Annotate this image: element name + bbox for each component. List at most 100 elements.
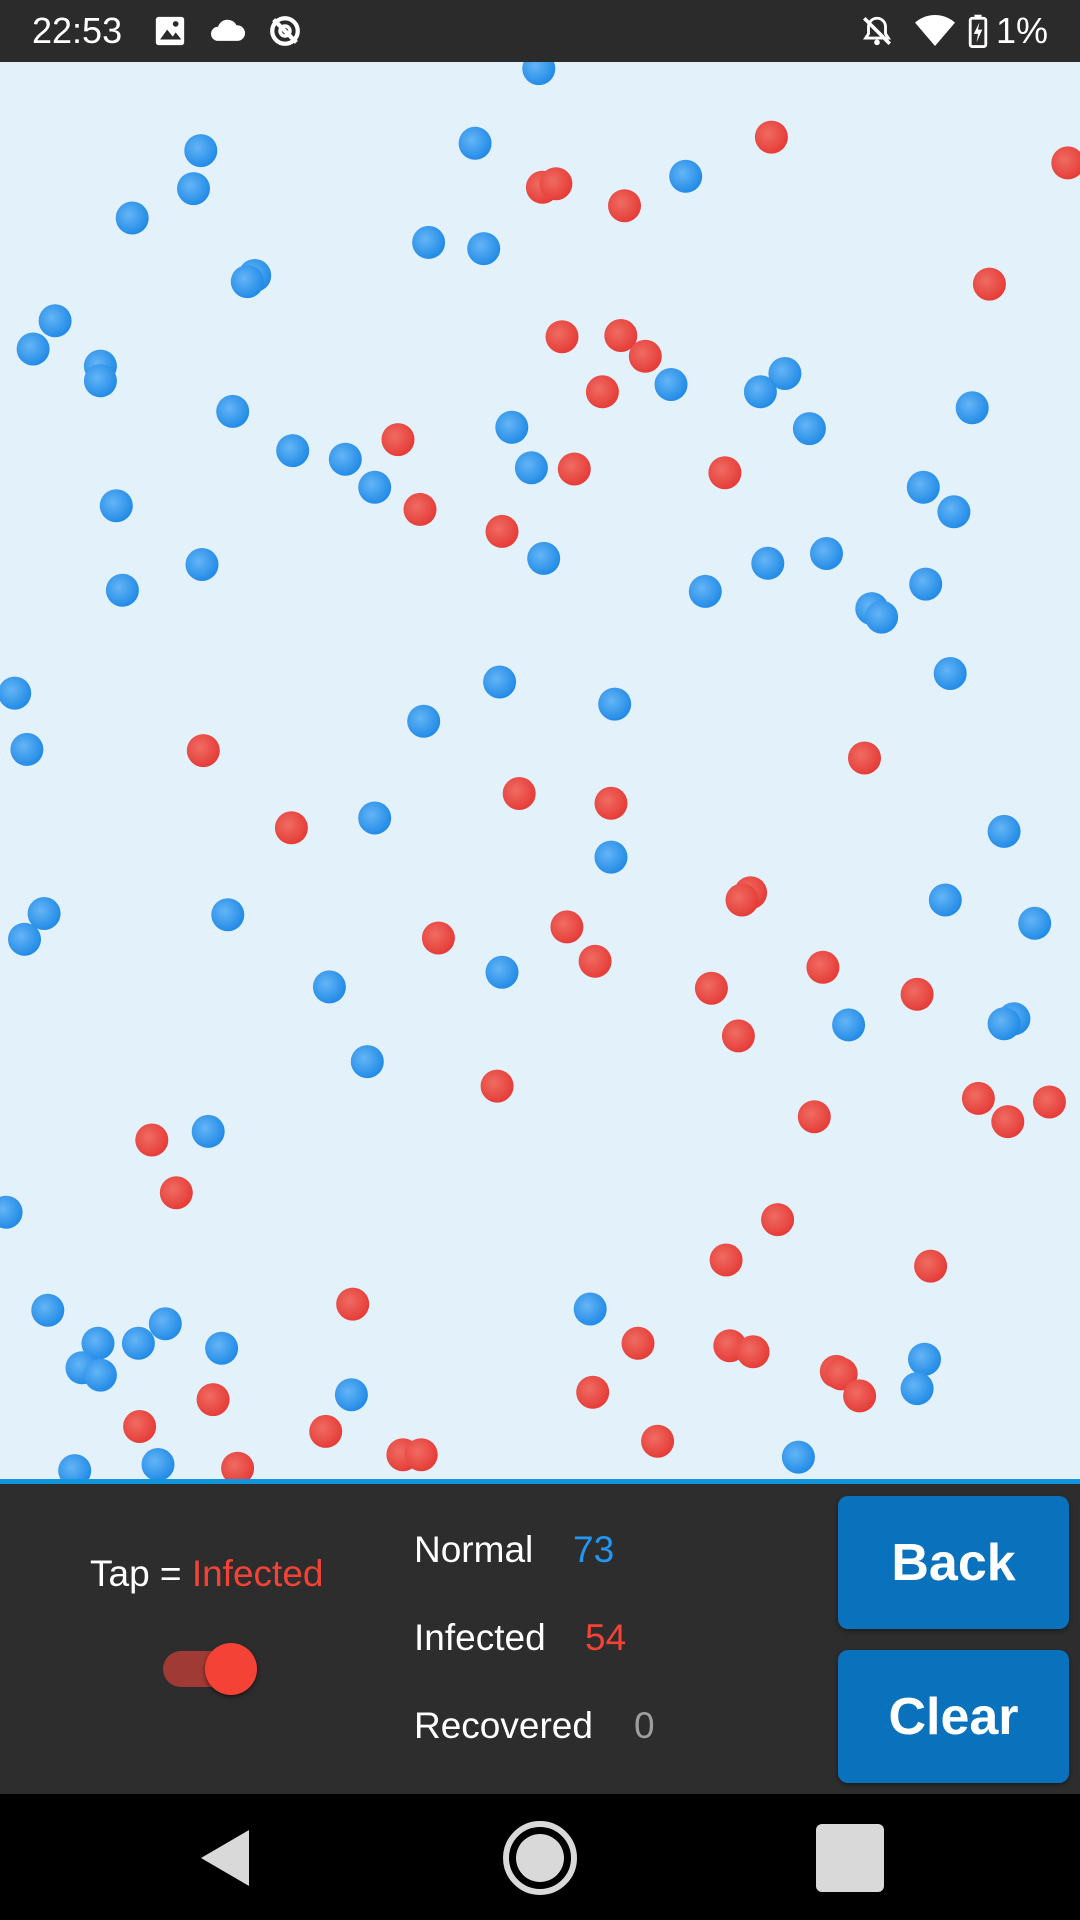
- particle-field[interactable]: [0, 62, 1080, 1480]
- infected-particle: [621, 1326, 655, 1360]
- normal-particle: [514, 451, 548, 485]
- navigation-bar: [0, 1794, 1080, 1920]
- normal-particle: [495, 410, 529, 444]
- wifi-icon: [915, 15, 955, 46]
- recovered-count: 0: [634, 1705, 655, 1746]
- back-nav-icon[interactable]: [185, 1818, 265, 1898]
- infected-particle: [545, 320, 579, 354]
- infected-particles: [123, 120, 1080, 1480]
- normal-particle: [906, 470, 940, 504]
- normal-particle: [312, 970, 346, 1004]
- normal-particle: [58, 1454, 92, 1480]
- normal-particle: [654, 368, 688, 401]
- infected-particle: [608, 189, 641, 223]
- infected-particle: [578, 944, 612, 978]
- tap-mode-value: Infected: [191, 1553, 324, 1594]
- infected-particle: [761, 1203, 795, 1237]
- tap-mode-toggle[interactable]: [163, 1634, 258, 1704]
- normal-particle: [928, 883, 962, 917]
- normal-particle: [522, 62, 556, 86]
- normal-particle: [688, 574, 722, 608]
- infected-particle: [961, 1081, 995, 1115]
- normal-particle: [987, 814, 1021, 848]
- infected-particle: [309, 1414, 343, 1448]
- infected-particle: [159, 1176, 193, 1210]
- infected-particle: [557, 452, 591, 486]
- normal-particle: [38, 304, 72, 338]
- normal-particle: [832, 1008, 866, 1042]
- normal-particle: [909, 567, 943, 601]
- normal-particle: [768, 357, 802, 390]
- normal-particle: [669, 159, 703, 193]
- normal-particle: [865, 600, 899, 634]
- normal-particle: [458, 126, 492, 160]
- infected-particle: [900, 977, 934, 1011]
- normal-particle: [467, 232, 501, 266]
- normal-particle: [594, 840, 628, 874]
- infected-particle: [848, 741, 881, 775]
- normal-particle: [148, 1307, 182, 1341]
- infected-particle: [123, 1410, 157, 1443]
- normal-particle: [328, 442, 362, 476]
- normal-particle: [0, 676, 32, 710]
- normal-particle: [598, 687, 632, 721]
- infected-particle: [641, 1424, 675, 1458]
- infected-particle: [736, 1335, 770, 1369]
- normal-particle: [743, 375, 777, 409]
- infected-particle: [550, 910, 584, 944]
- infected-particle: [709, 1243, 743, 1277]
- infected-particle: [806, 950, 840, 984]
- cloud-icon: [211, 19, 246, 41]
- infected-particle: [186, 734, 220, 768]
- recents-nav-icon[interactable]: [810, 1818, 890, 1898]
- home-nav-icon[interactable]: [500, 1818, 580, 1898]
- normal-particle: [177, 172, 210, 206]
- normal-particle: [141, 1448, 175, 1480]
- infected-particle: [725, 883, 759, 917]
- infected-particle: [576, 1375, 610, 1409]
- battery-charging-icon: [968, 14, 988, 48]
- tap-mode-label: Tap = Infected: [90, 1552, 323, 1596]
- normal-particle: [955, 391, 989, 425]
- normal-particle: [937, 495, 971, 529]
- normal-particle: [810, 537, 843, 570]
- infected-particle: [135, 1123, 169, 1157]
- infected-particle: [485, 514, 519, 548]
- recovered-label: Recovered: [414, 1705, 593, 1746]
- normal-particle: [792, 412, 826, 446]
- status-time: 22:53: [32, 10, 123, 51]
- normal-particle: [115, 201, 149, 235]
- infected-particle: [480, 1069, 514, 1103]
- normal-particle: [358, 801, 392, 835]
- battery-percent: 1%: [995, 10, 1048, 51]
- back-button[interactable]: Back: [838, 1496, 1069, 1629]
- normal-particle: [412, 225, 446, 259]
- infected-particle: [914, 1249, 948, 1283]
- infected-particle: [721, 1019, 755, 1053]
- normal-label: Normal: [414, 1529, 534, 1570]
- clear-button[interactable]: Clear: [838, 1650, 1069, 1783]
- infected-particle: [381, 423, 415, 457]
- tap-mode-prefix: Tap =: [90, 1553, 192, 1594]
- normal-particle: [27, 897, 61, 930]
- normal-particle: [485, 955, 519, 989]
- normal-particle: [216, 394, 250, 428]
- infected-particle: [694, 971, 728, 1005]
- infected-particle: [1032, 1085, 1066, 1119]
- infected-particle: [628, 339, 662, 373]
- normal-particle: [781, 1440, 815, 1474]
- normal-particle: [205, 1331, 239, 1365]
- normal-particles: [0, 62, 1052, 1480]
- infected-particle: [1051, 146, 1080, 180]
- infected-particle: [502, 777, 536, 810]
- infected-label: Infected: [414, 1617, 546, 1658]
- control-panel: Tap = Infected Normal 73 Infected 54 Rec…: [0, 1484, 1080, 1794]
- infected-particle: [421, 921, 455, 955]
- simulation-border: [0, 1479, 1080, 1484]
- normal-particle: [211, 898, 245, 932]
- normal-particle: [350, 1045, 384, 1079]
- normal-particle: [10, 732, 44, 766]
- normal-particle: [121, 1326, 155, 1360]
- normal-particle: [184, 134, 218, 168]
- simulation-area[interactable]: [0, 62, 1080, 1480]
